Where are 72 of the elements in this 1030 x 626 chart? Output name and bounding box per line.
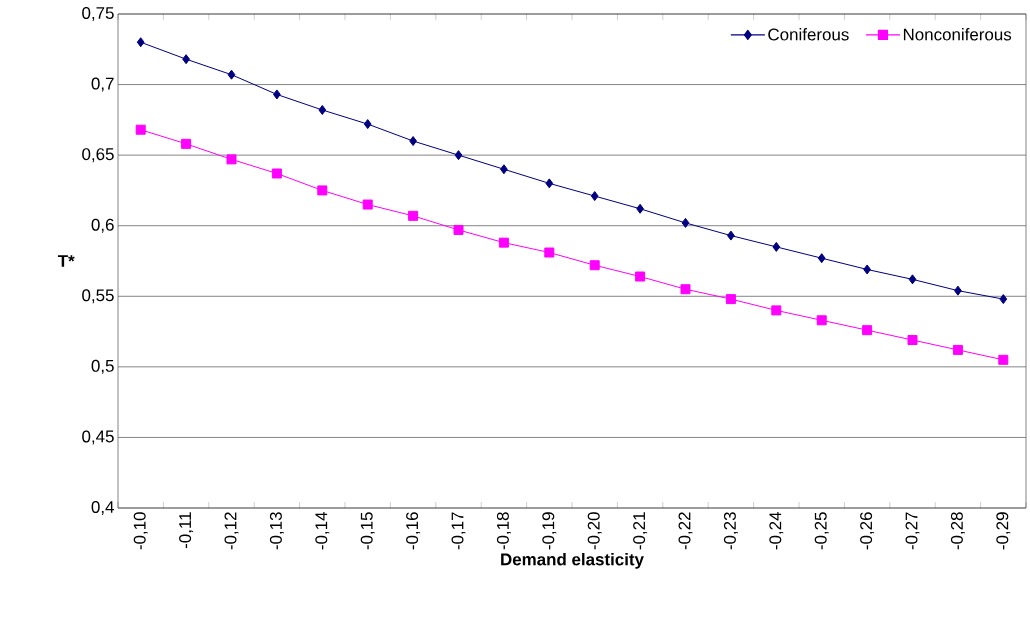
point [362, 199, 373, 210]
point [727, 230, 735, 241]
point [589, 260, 600, 271]
x-tick-label: -0,20 [587, 512, 602, 550]
x-tick-label: -0,21 [633, 512, 648, 550]
x-tick-label: -0,18 [496, 512, 511, 550]
y-tick-label: 0,55 [82, 289, 114, 304]
y-axis-title: T* [57, 255, 75, 267]
point [681, 217, 690, 228]
legend-label: Coniferous [768, 28, 849, 41]
y-tick-label: 0,75 [82, 7, 114, 21]
point [636, 203, 644, 214]
point [409, 136, 417, 147]
x-tick-label: -0,17 [451, 512, 466, 550]
point [680, 284, 691, 295]
x-tick-label: -0,13 [269, 512, 284, 550]
point [318, 104, 327, 115]
point [771, 305, 782, 316]
point [952, 344, 963, 355]
x-tick-label: -0,26 [860, 512, 875, 550]
point [545, 178, 554, 189]
point [271, 168, 282, 179]
point [363, 119, 372, 130]
point [590, 191, 599, 202]
point [226, 154, 237, 165]
x-tick-label: -0,28 [950, 512, 965, 550]
x-tick-label: -0,24 [769, 512, 784, 550]
x-axis-title: Demand elasticity [501, 552, 644, 569]
x-tick-label: -0,23 [723, 512, 738, 550]
point [181, 138, 192, 149]
point [408, 210, 419, 221]
point [862, 325, 873, 336]
y-tick-label: 0,65 [82, 148, 114, 163]
point [907, 335, 918, 346]
legend-label: Nonconiferous [903, 28, 1012, 41]
point [544, 247, 555, 258]
y-tick-label: 0,4 [91, 501, 114, 515]
point [500, 164, 508, 175]
point [998, 354, 1009, 365]
y-tick-label: 0,5 [91, 359, 114, 374]
y-tick-label: 0,6 [91, 218, 114, 233]
x-tick-label: -0,12 [224, 512, 239, 550]
point [999, 294, 1008, 305]
point [136, 37, 145, 48]
point [817, 253, 826, 264]
x-tick-label: -0,14 [315, 512, 330, 550]
y-tick-label: 0,45 [82, 430, 114, 445]
x-tick-label: -0,29 [996, 512, 1011, 550]
point [273, 89, 281, 100]
point [772, 241, 781, 252]
point [816, 315, 827, 326]
x-tick-label: -0,27 [905, 512, 920, 550]
point [135, 124, 146, 135]
x-tick-label: -0,11 [179, 512, 194, 549]
x-tick-label: -0,25 [814, 512, 829, 550]
y-tick-label: 0,7 [91, 77, 114, 92]
point [908, 274, 917, 285]
point [725, 294, 736, 305]
x-tick-label: -0,19 [542, 512, 557, 550]
point [454, 150, 463, 161]
x-tick-label: -0,22 [678, 512, 693, 550]
x-tick-label: -0,16 [406, 512, 421, 550]
point [317, 185, 328, 196]
x-tick-label: -0,10 [133, 512, 148, 550]
point [954, 285, 962, 296]
point [635, 271, 646, 282]
point [182, 54, 190, 65]
point [863, 264, 871, 275]
point [227, 69, 236, 80]
point [498, 237, 509, 248]
point [453, 224, 464, 235]
x-tick-label: -0,15 [360, 512, 375, 550]
